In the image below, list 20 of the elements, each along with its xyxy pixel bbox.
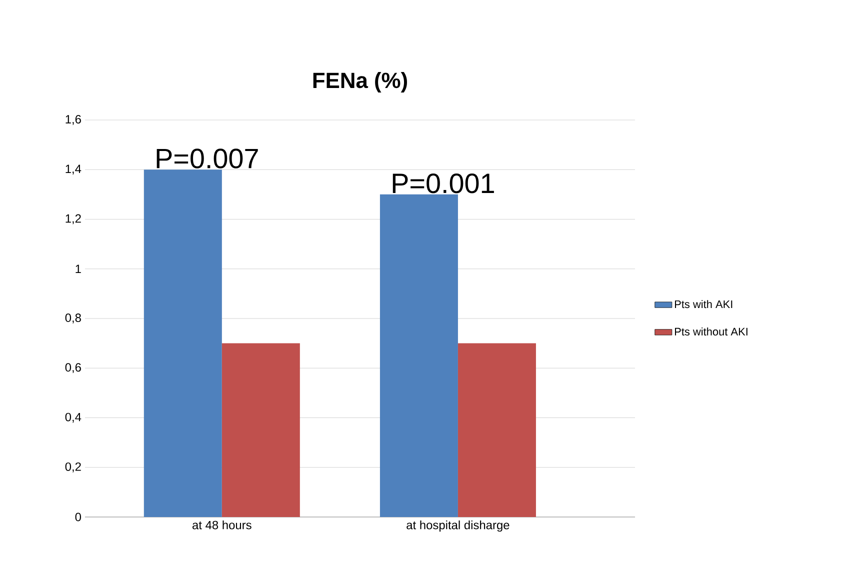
bar [222, 343, 300, 517]
chart-title: FENa (%) [313, 72, 407, 92]
bar [380, 194, 458, 517]
bar [144, 170, 222, 517]
y-tick-label: 0 [75, 512, 82, 522]
x-tick-label: at hospital disharge [406, 520, 510, 532]
y-tick-label: 0,4 [65, 412, 82, 423]
legend-label: Pts without AKI [675, 327, 748, 336]
y-tick-label: 1,4 [66, 164, 82, 174]
y-tick-label: 1,6 [66, 115, 81, 125]
y-tick-label: 0,8 [65, 314, 81, 324]
y-tick-label: 0,6 [65, 363, 81, 374]
annotation: P=0.001 [392, 173, 494, 194]
y-tick-label: 1 [76, 264, 81, 273]
y-tick-label: 1,2 [66, 214, 81, 224]
legend-label: Pts with AKI [675, 300, 732, 308]
bar [458, 343, 536, 517]
x-tick-label: at 48 hours [192, 520, 252, 530]
annotation: P=0.007 [156, 148, 258, 168]
y-tick-label: 0,2 [65, 462, 81, 472]
